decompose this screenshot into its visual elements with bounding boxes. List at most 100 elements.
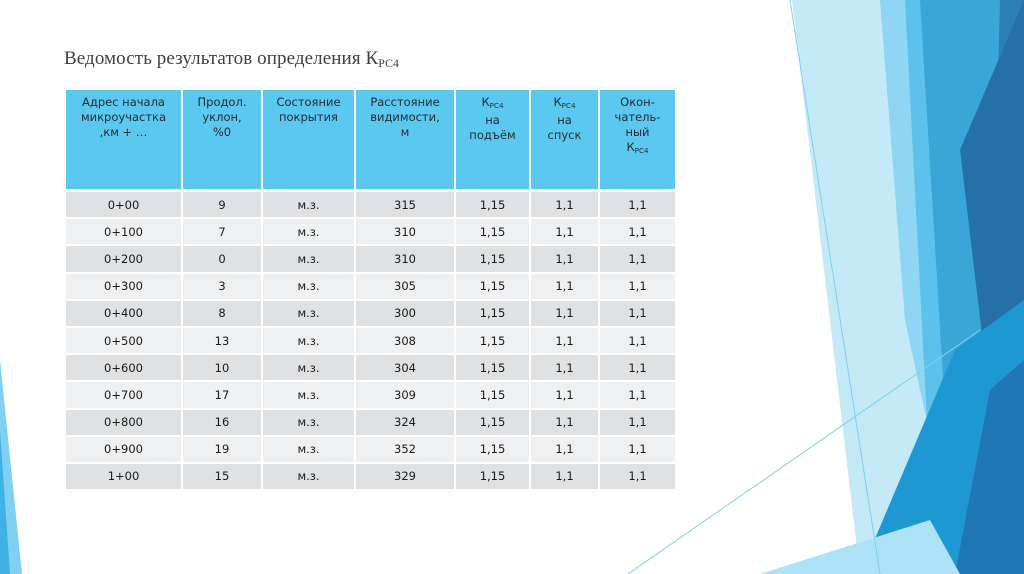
cell-address: 0+600 [64,353,183,383]
cell-slope: 15 [181,461,263,492]
cell-visibility: 315 [354,189,456,220]
cell-address: 0+700 [64,380,183,410]
cell-k-final: 1,1 [598,353,677,383]
header-k-uphill: КРС4 на подъём [454,88,531,192]
cell-slope: 16 [181,407,263,437]
cell-surface: м.з. [261,298,356,328]
cell-surface: м.з. [261,434,356,464]
table-row: 0+800 16 м.з. 324 1,15 1,1 1,1 [64,407,677,437]
cell-visibility: 304 [354,353,456,383]
cell-k-downhill: 1,1 [529,353,600,383]
cell-k-uphill: 1,15 [454,217,531,247]
cell-surface: м.з. [261,380,356,410]
table-body: 0+00 9 м.з. 315 1,15 1,1 1,1 0+100 7 м.з. 310 1,15 1… [64,189,677,492]
cell-address: 0+500 [64,325,183,356]
right-shape-bottom-dark [955,360,1024,574]
cell-visibility: 310 [354,244,456,274]
cell-k-final: 1,1 [598,271,677,301]
table-row: 1+00 15 м.з. 329 1,15 1,1 1,1 [64,461,677,492]
cell-k-uphill: 1,15 [454,271,531,301]
left-sliver-shape-2 [0,430,10,574]
cell-address: 0+300 [64,271,183,301]
cell-k-final: 1,1 [598,189,677,220]
cell-k-uphill: 1,15 [454,244,531,274]
cell-surface: м.з. [261,325,356,356]
cell-k-downhill: 1,1 [529,298,600,328]
cell-address: 0+200 [64,244,183,274]
table-row: 0+00 9 м.з. 315 1,15 1,1 1,1 [64,189,677,220]
cell-address: 1+00 [64,461,183,492]
cell-k-final: 1,1 [598,244,677,274]
cell-k-downhill: 1,1 [529,217,600,247]
cell-k-final: 1,1 [598,380,677,410]
cell-address: 0+100 [64,217,183,247]
header-visibility: Расстояние видимости, м [354,88,456,192]
table-row: 0+700 17 м.з. 309 1,15 1,1 1,1 [64,380,677,410]
cell-slope: 17 [181,380,263,410]
cell-k-uphill: 1,15 [454,434,531,464]
cell-k-final: 1,1 [598,434,677,464]
cell-slope: 13 [181,325,263,356]
cell-visibility: 329 [354,461,456,492]
cell-visibility: 308 [354,325,456,356]
results-table: Адрес начала микроучастка ,км + … Продол… [64,88,677,492]
cell-surface: м.з. [261,461,356,492]
cell-address: 0+900 [64,434,183,464]
header-address: Адрес начала микроучастка ,км + … [64,88,183,192]
table-row: 0+400 8 м.з. 300 1,15 1,1 1,1 [64,298,677,328]
cell-address: 0+00 [64,189,183,220]
cell-slope: 10 [181,353,263,383]
cell-slope: 19 [181,434,263,464]
cell-slope: 0 [181,244,263,274]
cell-address: 0+800 [64,407,183,437]
cell-k-downhill: 1,1 [529,189,600,220]
table-row: 0+900 19 м.з. 352 1,15 1,1 1,1 [64,434,677,464]
table-row: 0+600 10 м.з. 304 1,15 1,1 1,1 [64,353,677,383]
cell-surface: м.з. [261,353,356,383]
cell-surface: м.з. [261,244,356,274]
cell-k-uphill: 1,15 [454,407,531,437]
cell-k-downhill: 1,1 [529,244,600,274]
cell-k-uphill: 1,15 [454,325,531,356]
cell-surface: м.з. [261,271,356,301]
table-row: 0+300 3 м.з. 305 1,15 1,1 1,1 [64,271,677,301]
cell-address: 0+400 [64,298,183,328]
cell-k-final: 1,1 [598,407,677,437]
cell-visibility: 300 [354,298,456,328]
cell-k-uphill: 1,15 [454,380,531,410]
cell-k-downhill: 1,1 [529,407,600,437]
cell-k-downhill: 1,1 [529,434,600,464]
cell-slope: 8 [181,298,263,328]
cell-k-final: 1,1 [598,325,677,356]
cell-k-final: 1,1 [598,298,677,328]
cell-k-final: 1,1 [598,217,677,247]
header-surface: Состояние покрытия [261,88,356,192]
cell-k-uphill: 1,15 [454,461,531,492]
cell-surface: м.з. [261,217,356,247]
cell-surface: м.з. [261,189,356,220]
table-row: 0+500 13 м.з. 308 1,15 1,1 1,1 [64,325,677,356]
right-shape-navy [960,0,1024,360]
header-slope: Продол. уклон, %0 [181,88,263,192]
table-row: 0+100 7 м.з. 310 1,15 1,1 1,1 [64,217,677,247]
cell-k-uphill: 1,15 [454,353,531,383]
header-k-downhill: КРС4 на спуск [529,88,600,192]
cell-slope: 7 [181,217,263,247]
cell-slope: 3 [181,271,263,301]
cell-k-downhill: 1,1 [529,325,600,356]
cell-slope: 9 [181,189,263,220]
cell-k-uphill: 1,15 [454,298,531,328]
right-shape-bottom-light [760,520,960,574]
cell-k-uphill: 1,15 [454,189,531,220]
cell-surface: м.з. [261,407,356,437]
cell-k-final: 1,1 [598,461,677,492]
table-row: 0+200 0 м.з. 310 1,15 1,1 1,1 [64,244,677,274]
table-header-row: Адрес начала микроучастка ,км + … Продол… [64,88,677,192]
cell-visibility: 310 [354,217,456,247]
header-k-final: Окон- чатель- ный КРС4 [598,88,677,192]
cell-visibility: 324 [354,407,456,437]
cell-visibility: 352 [354,434,456,464]
right-thin-line-2 [627,329,981,574]
right-thin-line [789,0,881,574]
